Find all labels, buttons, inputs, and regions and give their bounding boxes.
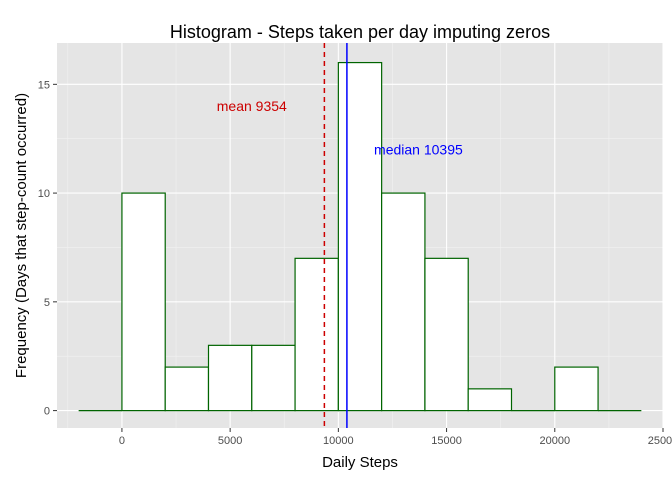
histogram-bar	[164, 366, 210, 412]
y-tick-label: 15	[38, 79, 50, 91]
histogram-bar	[207, 344, 253, 412]
histogram-bar	[554, 366, 599, 412]
histogram-bar	[121, 192, 166, 412]
chart-title: Histogram - Steps taken per day imputing…	[170, 22, 550, 42]
y-tick-label: 10	[38, 188, 50, 200]
x-tick-label: 0	[119, 435, 125, 447]
y-axis-ticks: 0 5 10 15	[38, 79, 57, 418]
histogram-bars	[78, 61, 642, 412]
histogram-bar	[294, 257, 339, 412]
y-tick-label: 0	[44, 406, 50, 418]
histogram-bar	[251, 344, 296, 412]
histogram-bar	[337, 61, 383, 412]
reference-lines	[323, 43, 348, 428]
annotations: mean 9354 median 10395	[217, 98, 463, 158]
x-tick-label: 10000	[323, 435, 354, 447]
x-tick-label: 15000	[431, 435, 462, 447]
histogram-bar	[467, 388, 513, 412]
mean-annotation: mean 9354	[217, 98, 287, 114]
median-annotation: median 10395	[374, 142, 463, 158]
x-tick-label: 20000	[539, 435, 570, 447]
histogram-bar	[424, 257, 469, 412]
x-tick-label: 5000	[218, 435, 242, 447]
x-axis-title: Daily Steps	[322, 454, 398, 471]
y-axis-title: Frequency (Days that step-count occurred…	[13, 93, 30, 378]
y-tick-label: 5	[44, 297, 50, 309]
histogram-bar	[381, 192, 426, 412]
